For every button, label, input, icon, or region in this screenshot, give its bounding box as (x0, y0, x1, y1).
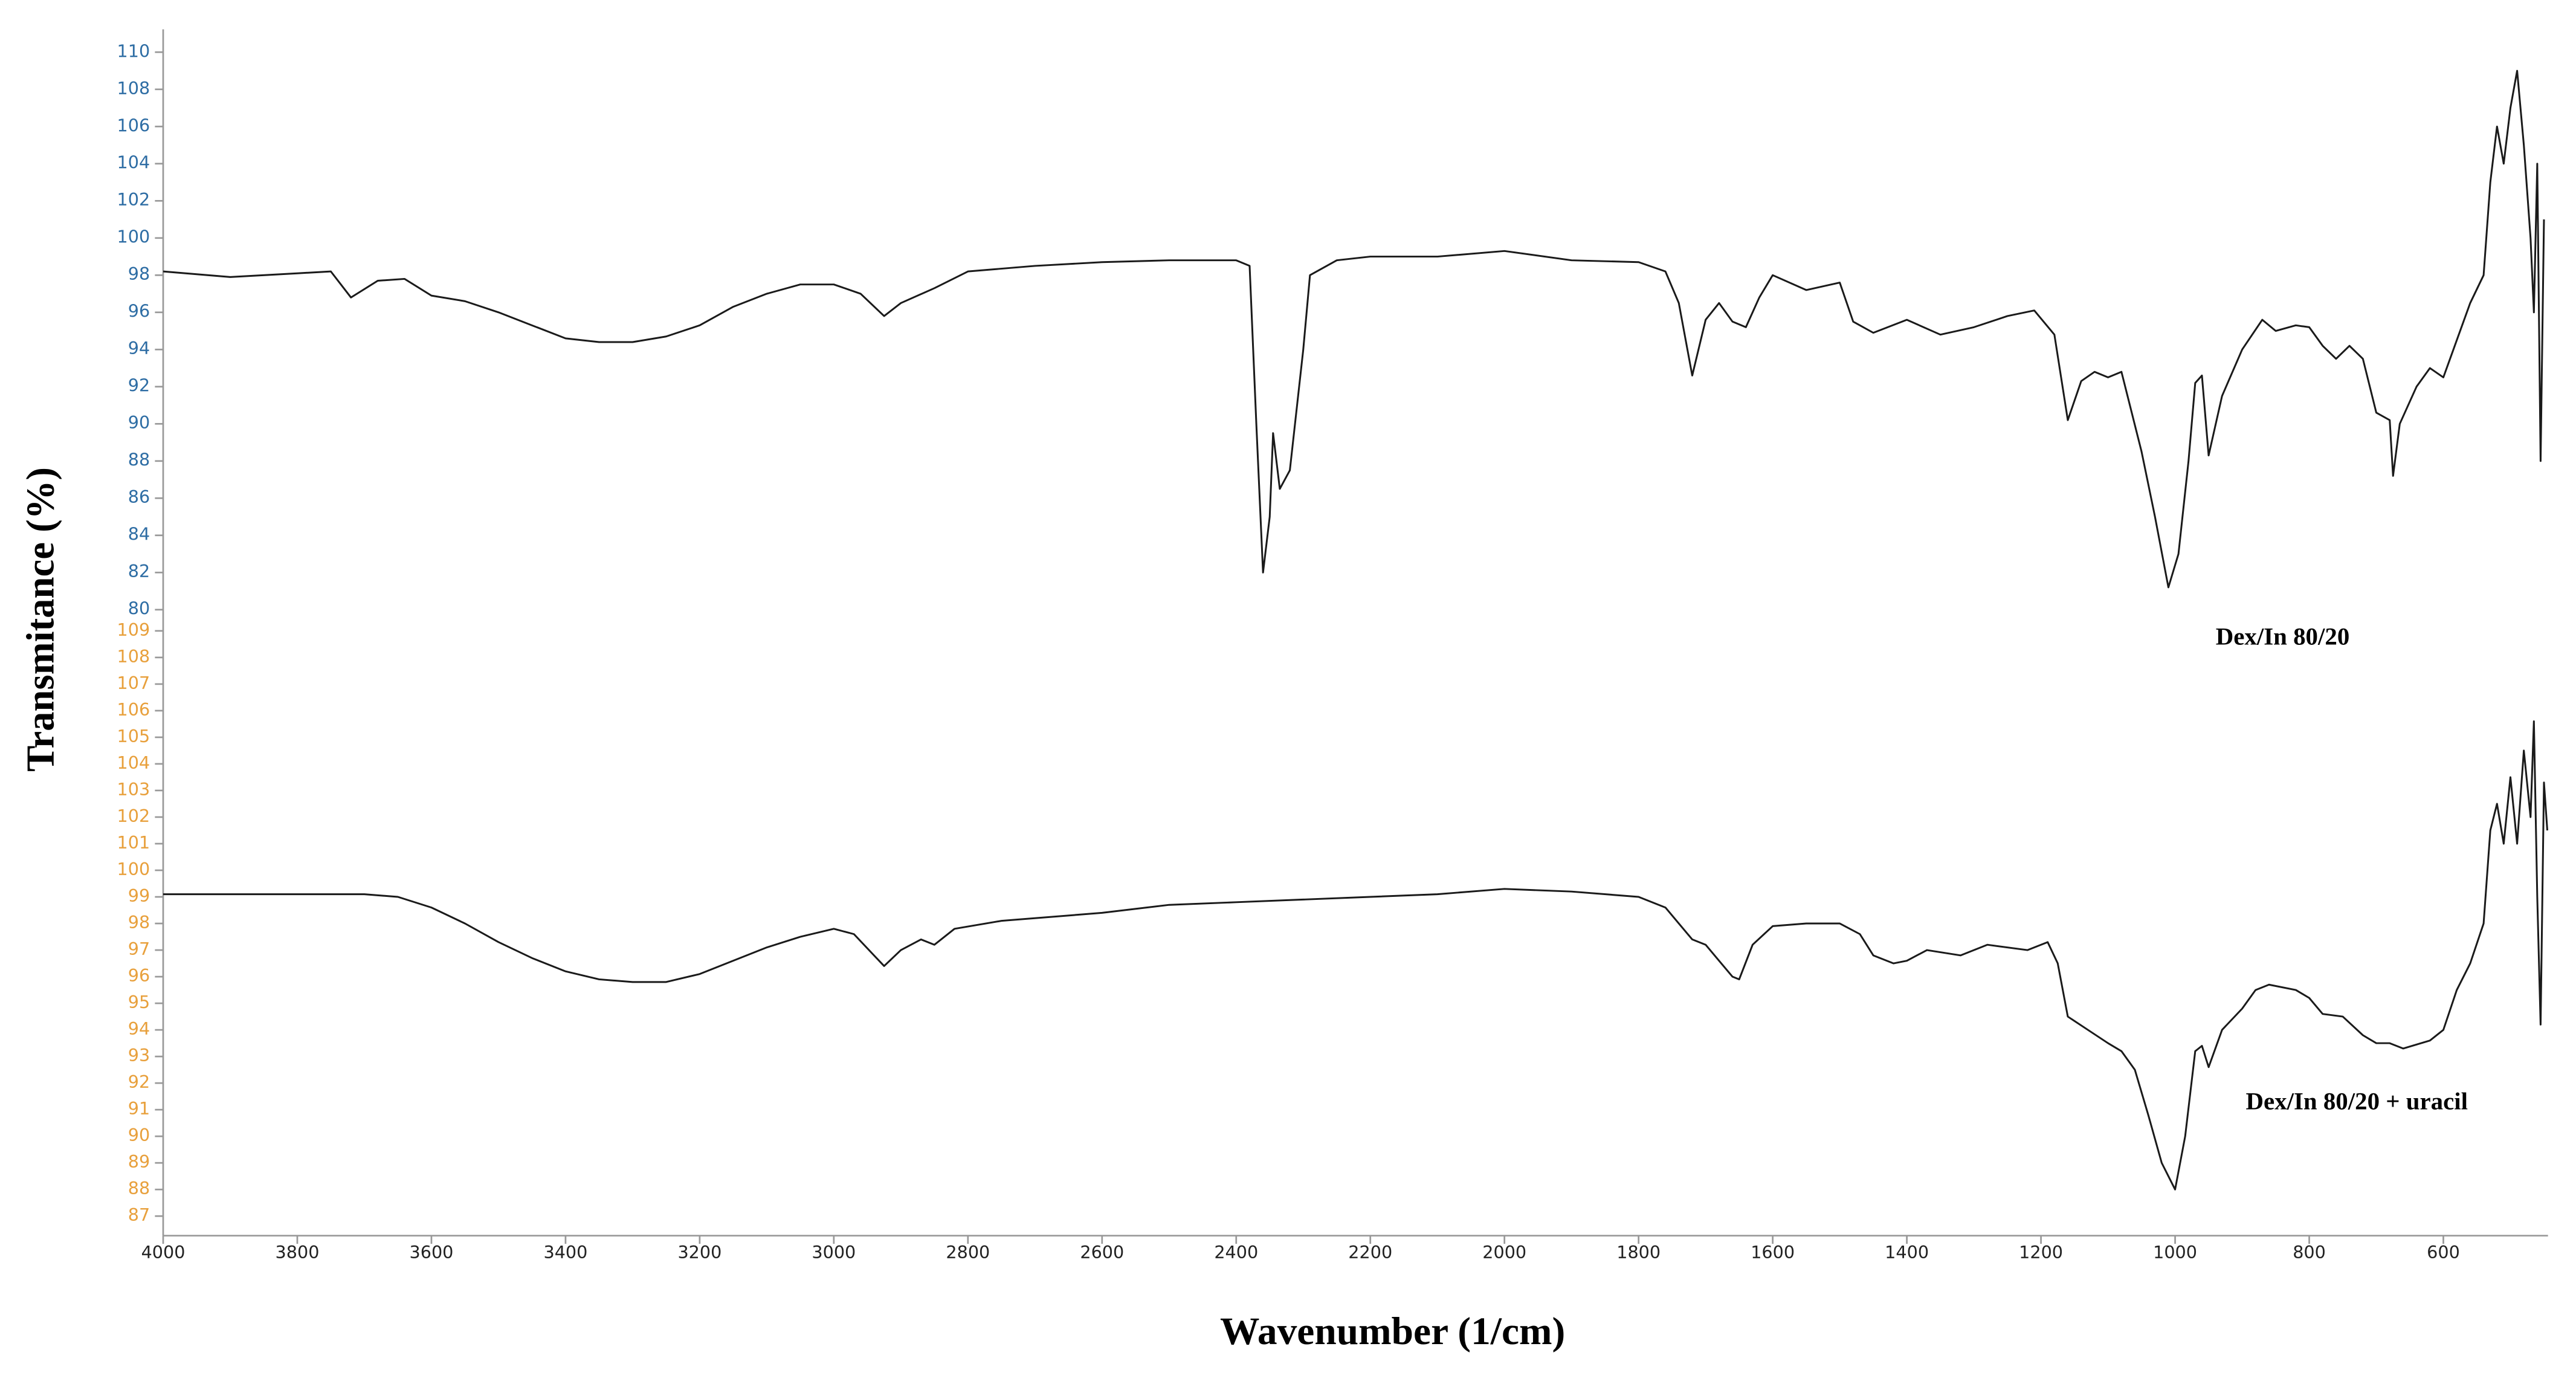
x-tick-label: 1000 (2153, 1243, 2197, 1263)
y-tick-label: 89 (128, 1152, 150, 1172)
y-tick-label: 105 (117, 726, 150, 746)
x-tick-label: 2800 (946, 1243, 990, 1263)
y-tick-label: 93 (128, 1046, 150, 1065)
x-tick-label: 2000 (1482, 1243, 1526, 1263)
y-tick-label: 82 (128, 561, 150, 581)
y-tick-label: 94 (128, 1019, 150, 1039)
y-tick-label: 104 (117, 153, 150, 173)
x-tick-label: 3200 (677, 1243, 721, 1263)
x-tick-label: 1600 (1751, 1243, 1795, 1263)
x-tick-label: 3000 (812, 1243, 856, 1263)
y-tick-label: 86 (128, 487, 150, 507)
y-tick-label: 108 (117, 79, 150, 99)
y-tick-label: 92 (128, 1072, 150, 1092)
y-tick-label: 98 (128, 264, 150, 284)
y-tick-label: 94 (128, 338, 150, 358)
y-tick-label: 102 (117, 806, 150, 826)
x-tick-label: 2400 (1214, 1243, 1258, 1263)
x-tick-label: 2600 (1080, 1243, 1124, 1263)
y-tick-label: 100 (117, 859, 150, 879)
x-tick-label: 3400 (543, 1243, 587, 1263)
y-tick-label: 100 (117, 227, 150, 247)
x-tick-label: 800 (2293, 1243, 2326, 1263)
y-tick-label: 110 (117, 41, 150, 61)
y-tick-label: 103 (117, 780, 150, 800)
y-tick-label: 80 (128, 599, 150, 619)
x-tick-label: 1200 (2019, 1243, 2063, 1263)
x-tick-label: 4000 (141, 1243, 186, 1263)
y-tick-label: 87 (128, 1205, 150, 1225)
y-tick-label: 92 (128, 376, 150, 396)
y-tick-label: 88 (128, 1179, 150, 1198)
y-tick-label: 88 (128, 450, 150, 470)
y-tick-label: 96 (128, 302, 150, 322)
annotation: Dex/In 80/20 + uracil (2245, 1088, 2468, 1115)
y-tick-label: 97 (128, 939, 150, 959)
y-tick-label: 104 (117, 753, 150, 773)
y-tick-label: 91 (128, 1099, 150, 1119)
x-tick-label: 600 (2427, 1243, 2460, 1263)
y-tick-label: 108 (117, 647, 150, 667)
y-tick-label: 109 (117, 620, 150, 640)
spectrum-line (163, 720, 2549, 1191)
x-tick-label: 1800 (1616, 1243, 1661, 1263)
y-tick-label: 96 (128, 966, 150, 986)
y-tick-label: 102 (117, 190, 150, 210)
spectrum-line (163, 70, 2545, 589)
y-tick-label: 106 (117, 700, 150, 720)
y-tick-label: 95 (128, 992, 150, 1012)
y-tick-label: 90 (128, 413, 150, 433)
x-tick-label: 2200 (1348, 1243, 1392, 1263)
annotation: Dex/In 80/20 (2216, 623, 2350, 650)
y-tick-label: 99 (128, 886, 150, 906)
y-axis-label: Transmitance (%) (19, 467, 62, 772)
y-tick-label: 84 (128, 525, 150, 545)
y-tick-label: 101 (117, 833, 150, 853)
x-tick-label: 3600 (410, 1243, 454, 1263)
y-tick-label: 106 (117, 115, 150, 135)
y-tick-label: 107 (117, 673, 150, 693)
y-tick-label: 90 (128, 1125, 150, 1145)
y-tick-label: 98 (128, 913, 150, 933)
x-axis-label: Wavenumber (1/cm) (1220, 1310, 1565, 1353)
x-tick-label: 1400 (1885, 1243, 1929, 1263)
x-tick-label: 3800 (276, 1243, 320, 1263)
